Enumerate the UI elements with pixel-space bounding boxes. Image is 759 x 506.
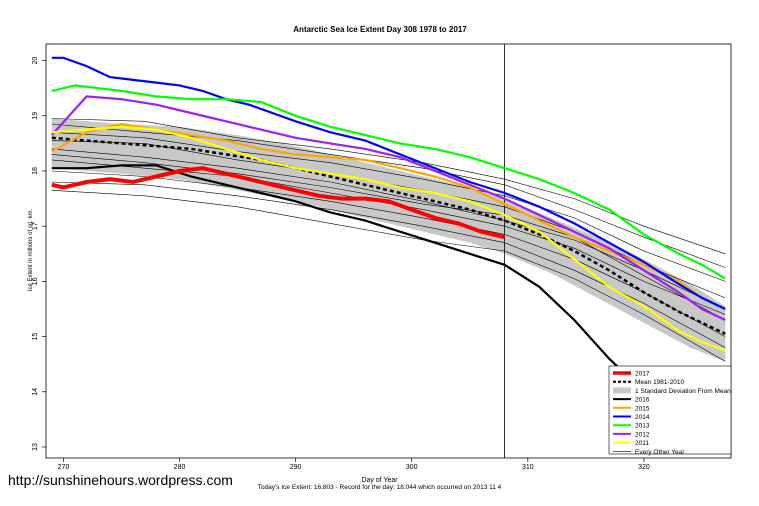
y-tick-label: 17 [32,222,39,230]
legend-label: 2016 [635,397,650,404]
series-line-2014 [51,56,726,310]
y-tick-label: 13 [32,443,39,451]
plot-frame [45,43,732,459]
x-tick-label: 290 [290,464,302,471]
x-axis-label: Day of Year [361,477,398,484]
legend-label: Every Other Year [635,449,685,456]
other-year-line [51,132,726,282]
legend-label: 2014 [635,414,650,421]
x-tick-label: 270 [58,464,70,471]
y-tick-label: 20 [32,57,39,65]
plot-area: 270 280 290 300 310 320 13 14 15 16 17 18 19 20 [32,43,732,471]
legend-label: 2011 [635,440,649,447]
x-tick-label: 300 [406,464,418,471]
legend-label: 2013 [635,423,650,430]
other-year-line [51,170,726,337]
watermark-url: http://sunshinehours.wordpress.com [8,472,233,488]
x-tick-label: 280 [174,464,186,471]
series-line-2017 [51,166,506,240]
x-tick-label: 310 [522,464,534,471]
y-tick-label: 16 [32,277,39,285]
series-line-2011 [51,125,726,352]
y-tick-label: 15 [32,333,39,341]
legend-label: 2015 [635,405,650,412]
series-line-mean-1981-2010 [51,136,726,335]
y-tick-label: 14 [32,388,39,396]
x-tick-label: 320 [638,464,650,471]
y-tick-label: 19 [32,112,39,120]
series-line-2013 [51,84,726,280]
legend-box [608,365,732,455]
y-tick-label: 18 [32,167,39,175]
legend-label: 2012 [635,431,650,438]
other-year-line [51,148,726,310]
legend-swatch [613,387,631,394]
legend-label: 2017 [635,371,650,378]
other-year-line [51,154,726,321]
legend-label: Mean 1981-2010 [635,379,685,386]
footer-text: Today's Ice Extent: 16.803 - Record for … [257,484,502,491]
std-dev-band [51,118,726,362]
series-line-2012 [50,95,726,321]
chart-title: Antarctic Sea Ice Extent Day 308 1978 to… [293,25,467,34]
y-axis-label: Ice Extent in millions of sq. km. [28,208,34,291]
legend-label: 1 Standard Deviation From Mean [635,388,731,395]
